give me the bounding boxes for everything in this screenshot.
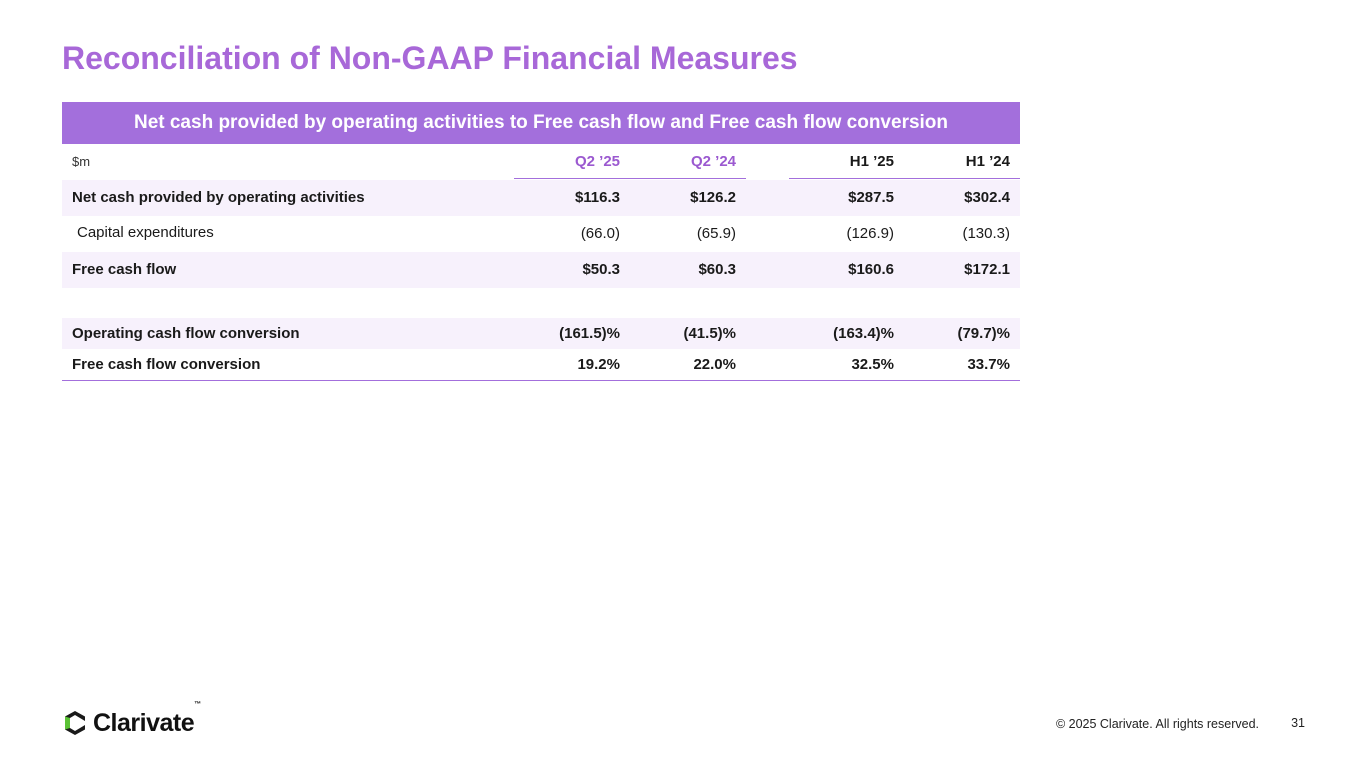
reconciliation-table: Net cash provided by operating activitie… [62, 102, 1020, 381]
cell: $116.3 [574, 189, 620, 206]
copyright-notice: © 2025 Clarivate. All rights reserved. [1055, 717, 1259, 731]
row-label: Net cash provided by operating activitie… [72, 189, 365, 206]
table-row: Operating cash flow conversion (161.5)% … [62, 318, 1020, 349]
table-row: Net cash provided by operating activitie… [62, 180, 1020, 216]
half-year-header-underline [789, 178, 1020, 179]
unit-label: $m [72, 154, 91, 169]
cell: (41.5)% [683, 325, 736, 342]
cell: (65.9) [696, 225, 736, 242]
cell: 33.7% [967, 356, 1010, 373]
slide-title: Reconciliation of Non-GAAP Financial Mea… [62, 40, 798, 76]
row-label: Free cash flow [72, 261, 177, 278]
header-h1-24: H1 ’24 [965, 153, 1010, 170]
clarivate-logo: Clarivate™ [63, 700, 201, 738]
cell: (163.4)% [833, 325, 894, 342]
row-label: Operating cash flow conversion [72, 325, 300, 342]
row-label: Capital expenditures [77, 224, 214, 241]
header-q2-24: Q2 ’24 [690, 153, 736, 170]
header-h1-25: H1 ’25 [849, 153, 894, 170]
cell: (130.3) [962, 225, 1010, 242]
table-header-row: $m Q2 ’25 Q2 ’24 H1 ’25 H1 ’24 [62, 144, 1020, 180]
cell: $172.1 [964, 261, 1010, 278]
cell: $160.6 [848, 261, 894, 278]
cell: (126.9) [846, 225, 894, 242]
cell: 22.0% [693, 356, 736, 373]
cell: 32.5% [851, 356, 894, 373]
table-row: Free cash flow conversion 19.2% 22.0% 32… [62, 349, 1020, 380]
clarivate-logo-icon [65, 711, 85, 735]
cell: $50.3 [582, 261, 620, 278]
cell: $302.4 [964, 189, 1010, 206]
table-bottom-rule [62, 380, 1020, 381]
table-banner: Net cash provided by operating activitie… [62, 102, 1020, 144]
cell: (66.0) [580, 225, 620, 242]
row-spacer [62, 288, 1020, 318]
cell: (79.7)% [957, 325, 1010, 342]
table-row: Capital expenditures (66.0) (65.9) (126.… [62, 216, 1020, 252]
cell: (161.5)% [559, 325, 620, 342]
logo-wordmark: Clarivate™ [93, 700, 201, 737]
page-number: 31 [1291, 716, 1305, 730]
quarter-header-underline [514, 178, 746, 179]
header-q2-25: Q2 ’25 [574, 153, 620, 170]
row-label: Free cash flow conversion [72, 356, 261, 373]
cell: $60.3 [698, 261, 736, 278]
cell: 19.2% [577, 356, 620, 373]
table-row: Free cash flow $50.3 $60.3 $160.6 $172.1 [62, 252, 1020, 288]
cell: $287.5 [848, 189, 894, 206]
cell: $126.2 [690, 189, 736, 206]
